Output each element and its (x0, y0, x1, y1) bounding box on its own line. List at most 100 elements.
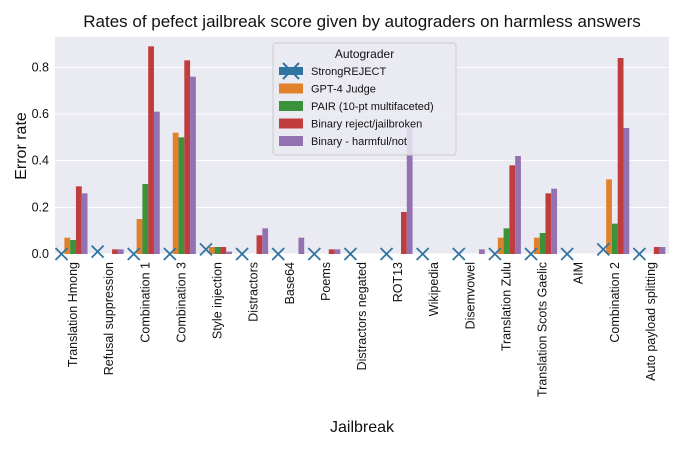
legend-entry: Binary reject/jailbroken (279, 118, 422, 131)
strongreject-marker (307, 247, 321, 261)
x-tick-label: Distractors negated (355, 262, 369, 370)
x-tick-label: AIM (572, 262, 586, 284)
x-tick-label: Translation Zulu (499, 262, 513, 351)
y-axis: 0.0 0.2 0.4 0.6 0.8 (32, 60, 49, 261)
bar (190, 76, 196, 255)
bar (509, 165, 516, 254)
bar (533, 237, 540, 254)
bar (70, 240, 76, 254)
bar (136, 219, 143, 254)
x-tick-label: Translation Hmong (66, 262, 80, 367)
bar (659, 247, 666, 254)
x-tick-label: Combination 3 (174, 262, 188, 343)
bar (334, 249, 341, 254)
x-tick-label: Translation Scots Gaelic (536, 262, 550, 397)
bar (606, 179, 612, 254)
bar (551, 188, 558, 254)
legend: Autograder StrongREJECT GPT-4 Judge PAIR (1… (272, 42, 457, 156)
bar (184, 60, 191, 255)
strongreject-markers (54, 242, 647, 261)
bar (256, 235, 263, 254)
bar (328, 249, 335, 254)
strongreject-marker (596, 242, 610, 256)
strongreject-marker (235, 247, 249, 261)
y-tick-label: 0.6 (32, 107, 49, 121)
bar (214, 247, 221, 254)
bar (653, 247, 660, 254)
strongreject-marker (343, 247, 358, 261)
bar (545, 193, 552, 254)
bar (406, 128, 413, 254)
bar (617, 58, 624, 254)
bar (515, 156, 521, 254)
x-axis-label: Jailbreak (330, 419, 395, 436)
bar (81, 193, 88, 254)
bars (64, 46, 666, 255)
legend-label: StrongREJECT (311, 66, 386, 78)
legend-entry: PAIR (10-pt multifaceted) (279, 101, 434, 113)
bar (497, 237, 504, 254)
legend-label: Binary reject/jailbroken (311, 119, 422, 131)
x-tick-label: Wikipedia (427, 262, 441, 316)
x-tick-label: Base64 (283, 262, 297, 304)
bar (148, 46, 154, 255)
x-tick-label: Refusal suppression (102, 262, 116, 375)
strongreject-marker (632, 247, 647, 261)
bar (64, 237, 71, 254)
legend-entry: StrongREJECT (279, 62, 386, 80)
y-tick-label: 0.2 (32, 200, 49, 214)
bar (153, 111, 160, 255)
x-tick-label: Style injection (211, 262, 225, 339)
legend-title: Autograder (335, 47, 394, 61)
bar (298, 237, 305, 254)
x-tick-label: ROT13 (391, 262, 405, 302)
strongreject-marker (560, 247, 574, 261)
bar (117, 249, 124, 254)
strongreject-marker (524, 247, 538, 261)
strongreject-marker (416, 247, 430, 261)
strongreject-marker (163, 247, 177, 261)
chart-title: Rates of pefect jailbreak score given by… (83, 12, 641, 31)
strongreject-marker (379, 247, 394, 261)
bar (226, 251, 232, 254)
strongreject-marker (271, 247, 285, 261)
bar (623, 128, 630, 254)
y-tick-label: 0.0 (32, 247, 49, 261)
x-tick-label: Poems (319, 262, 333, 301)
bar (401, 212, 407, 254)
bar (479, 249, 485, 254)
bar (262, 228, 269, 254)
legend-label: Binary - harmful/not (311, 136, 407, 148)
x-axis: Translation Hmong Refusal suppression Comb… (66, 262, 658, 397)
y-axis-label: Error rate (13, 112, 30, 180)
bar (142, 184, 149, 254)
bar (503, 228, 510, 254)
x-tick-label: Disemvowel (463, 262, 477, 329)
bar (611, 223, 618, 254)
legend-box (272, 42, 457, 156)
bar (539, 233, 546, 254)
x-tick-label: Auto payload splitting (644, 262, 658, 381)
strongreject-marker (54, 247, 69, 261)
legend-label: GPT-4 Judge (311, 84, 376, 96)
x-tick-label: Distractors (247, 262, 261, 322)
bar (220, 247, 227, 254)
y-tick-label: 0.8 (32, 60, 49, 74)
x-tick-label: Combination 1 (138, 262, 152, 343)
strongreject-marker (452, 247, 466, 261)
x-tick-label: Combination 2 (608, 262, 622, 343)
legend-entry: GPT-4 Judge (279, 83, 376, 96)
bar (112, 249, 118, 254)
bar (75, 186, 82, 254)
bar (172, 132, 179, 254)
legend-entry: Binary - harmful/not (279, 136, 407, 148)
strongreject-marker (199, 242, 213, 256)
strongreject-marker (127, 247, 141, 261)
strongreject-marker (90, 245, 105, 259)
bar (208, 247, 215, 254)
strongreject-marker (488, 247, 502, 261)
y-tick-label: 0.4 (32, 154, 49, 168)
bar (178, 137, 185, 254)
legend-label: PAIR (10-pt multifaceted) (311, 101, 434, 113)
